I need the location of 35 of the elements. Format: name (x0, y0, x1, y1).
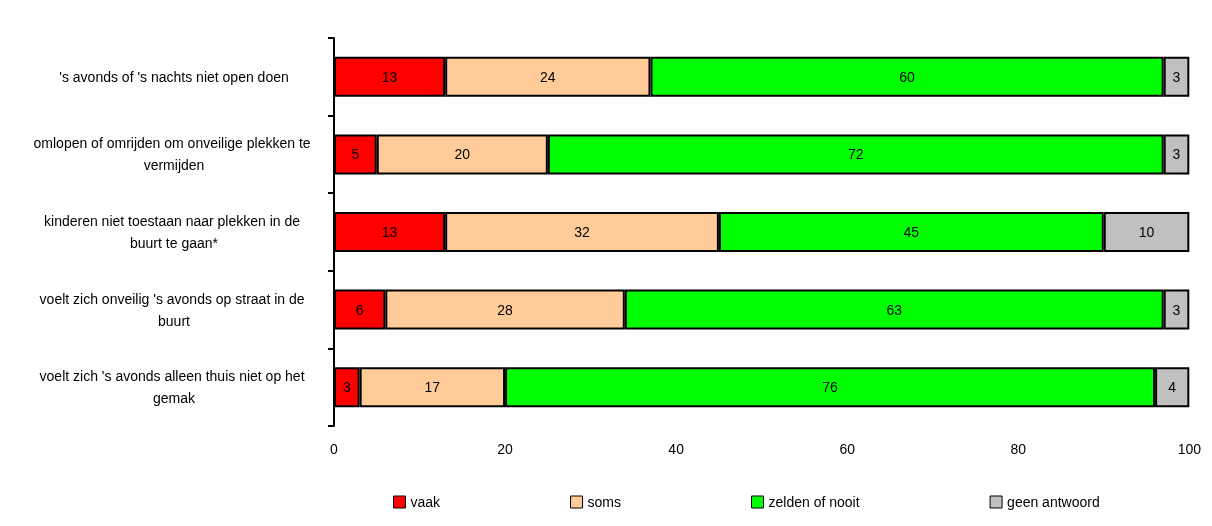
data-label: 13 (381, 68, 398, 85)
data-label: 76 (822, 379, 839, 396)
y-tick-label: kinderen niet toestaan naar plekken in de buurt te gaan* (44, 213, 304, 251)
data-label: 63 (886, 301, 903, 318)
data-label: 10 (1138, 224, 1155, 240)
y-tick-label: voelt zich 's avonds alleen thuis niet op het gemak (39, 368, 309, 407)
y-tick-label: 's avonds of 's nachts niet open doen (59, 68, 289, 85)
data-label: 3 (1172, 146, 1181, 163)
x-tick-label: 0 (330, 441, 339, 457)
data-label: 60 (899, 68, 916, 85)
x-tick-label: 60 (839, 441, 856, 457)
y-tick-label: voelt zich onveilig 's avonds op straat in de buurt (39, 290, 309, 329)
data-label: 3 (1172, 301, 1181, 318)
data-label: 3 (342, 379, 351, 396)
x-tick-label: 20 (497, 441, 514, 457)
data-label: 17 (424, 379, 441, 396)
data-label: 13 (381, 224, 398, 240)
data-label: 72 (847, 146, 864, 163)
data-label: 32 (574, 224, 591, 240)
data-label: 4 (1168, 379, 1177, 396)
legend-label: geen antwoord (1007, 494, 1100, 510)
data-label: 24 (540, 68, 556, 85)
data-label: 28 (497, 301, 514, 318)
data-label: 6 (355, 301, 364, 318)
x-tick-label: 100 (1177, 441, 1202, 457)
legend-label: soms (587, 494, 622, 510)
data-label: 20 (454, 146, 471, 163)
legend-label: vaak (410, 494, 442, 510)
legend-label: zelden of nooit (768, 494, 860, 510)
data-label: 5 (351, 146, 360, 163)
data-label: 45 (903, 224, 920, 240)
data-label: 3 (1172, 68, 1181, 85)
x-tick-label: 40 (668, 441, 685, 457)
y-tick-label: omlopen of omrijden om onveilige plekken te vermijden (33, 135, 315, 174)
x-tick-label: 80 (1010, 441, 1027, 457)
